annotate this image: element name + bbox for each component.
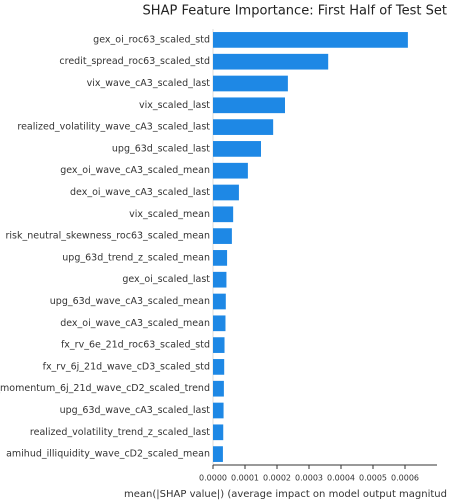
bar	[213, 446, 223, 462]
y-tick-label: upg_63d_trend_z_scaled_mean	[62, 252, 210, 263]
bar	[213, 293, 226, 310]
y-tick-label: realized_volatility_wave_cA3_scaled_last	[17, 122, 210, 133]
y-tick-label: upg_63d_scaled_last	[112, 143, 210, 154]
y-tick-label: gex_oi_wave_cA3_scaled_mean	[60, 165, 210, 176]
x-tick-label: 0.0004	[327, 474, 355, 483]
y-tick-label: fx_rv_6j_21d_wave_cD3_scaled_std	[43, 361, 210, 372]
y-tick-label: gex_oi_roc63_scaled_std	[93, 34, 210, 45]
x-tick-label: 0.0006	[391, 474, 419, 483]
x-tick-label: 0.0005	[359, 474, 387, 483]
y-tick-label: upg_63d_wave_cA3_scaled_last	[60, 405, 211, 416]
bar	[213, 53, 329, 70]
x-tick-label: 0.0003	[295, 474, 323, 483]
bar	[213, 119, 274, 135]
bar	[213, 228, 232, 244]
bar	[213, 141, 261, 157]
bar	[213, 402, 224, 419]
bar	[213, 424, 224, 441]
bar	[213, 206, 234, 223]
bar	[213, 337, 225, 353]
bar	[213, 75, 288, 92]
y-tick-label: fx_momentum_6j_21d_wave_cD2_scaled_trend	[0, 383, 210, 394]
y-tick-label: dex_oi_wave_cA3_scaled_last	[70, 187, 210, 198]
bar	[213, 359, 225, 375]
bar	[213, 315, 226, 332]
y-tick-label: vix_scaled_mean	[129, 209, 210, 220]
bar	[213, 184, 239, 201]
bar	[213, 271, 227, 288]
bar	[213, 250, 228, 266]
y-tick-label: realized_volatility_trend_z_scaled_last	[30, 427, 210, 438]
bar	[213, 380, 224, 397]
y-tick-label: upg_63d_wave_cA3_scaled_mean	[50, 296, 210, 307]
bar	[213, 162, 248, 179]
bar	[213, 97, 285, 114]
y-tick-label: gex_oi_scaled_last	[122, 274, 210, 285]
y-tick-label: amihud_illiquidity_wave_cD2_scaled_mean	[6, 449, 210, 460]
y-tick-label: vix_wave_cA3_scaled_last	[87, 78, 211, 89]
x-tick-label: 0.0001	[231, 474, 259, 483]
x-tick-label: 0.0002	[263, 474, 291, 483]
y-tick-label: credit_spread_roc63_scaled_std	[59, 56, 210, 67]
chart-title: SHAP Feature Importance: First Half of T…	[143, 4, 447, 19]
x-axis-label: mean(|SHAP value|) (average impact on mo…	[124, 489, 447, 500]
y-tick-label: vix_scaled_last	[139, 100, 210, 111]
x-tick-label: 0.0000	[199, 474, 227, 483]
bar	[213, 32, 408, 48]
y-tick-label: fx_rv_6e_21d_roc63_scaled_std	[61, 340, 210, 351]
y-tick-label: risk_neutral_skewness_roc63_scaled_mean	[6, 231, 211, 242]
y-tick-label: dex_oi_wave_cA3_scaled_mean	[60, 318, 210, 329]
